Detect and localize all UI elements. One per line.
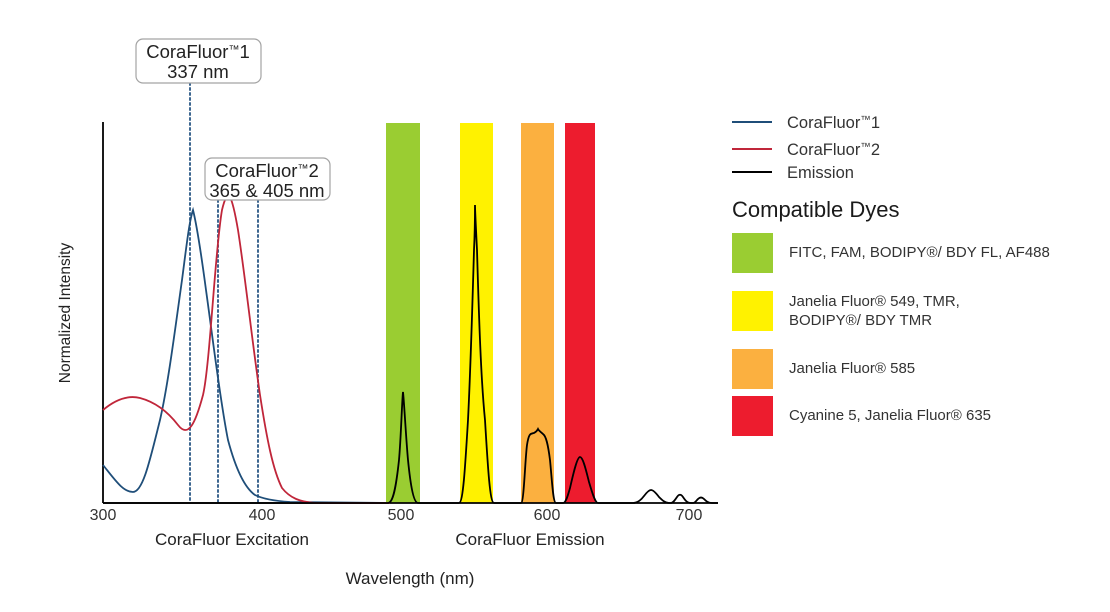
svg-text:400: 400	[249, 507, 276, 524]
svg-text:Janelia Fluor® 585: Janelia Fluor® 585	[789, 360, 915, 377]
svg-text:300: 300	[90, 507, 117, 524]
svg-text:Cyanine 5, Janelia Fluor® 635: Cyanine 5, Janelia Fluor® 635	[789, 407, 991, 424]
svg-text:CoraFluor Excitation: CoraFluor Excitation	[155, 530, 309, 549]
svg-text:Compatible Dyes: Compatible Dyes	[732, 197, 900, 222]
svg-text:Emission: Emission	[787, 164, 854, 182]
svg-text:CoraFluor™1: CoraFluor™1	[787, 114, 880, 132]
svg-text:Normalized Intensity: Normalized Intensity	[57, 243, 74, 384]
svg-text:700: 700	[676, 507, 703, 524]
svg-text:337 nm: 337 nm	[167, 61, 229, 82]
svg-text:CoraFluor Emission: CoraFluor Emission	[455, 530, 604, 549]
svg-text:600: 600	[534, 507, 561, 524]
svg-text:500: 500	[388, 507, 415, 524]
svg-text:CoraFluor™2: CoraFluor™2	[787, 141, 880, 159]
svg-text:FITC, FAM, BODIPY®/ BDY FL, AF: FITC, FAM, BODIPY®/ BDY FL, AF488	[789, 244, 1050, 261]
svg-text:Janelia Fluor® 549, TMR,: Janelia Fluor® 549, TMR,	[789, 293, 960, 310]
svg-text:BODIPY®/ BDY TMR: BODIPY®/ BDY TMR	[789, 312, 932, 329]
svg-text:365 & 405 nm: 365 & 405 nm	[209, 180, 324, 201]
svg-text:Wavelength (nm): Wavelength (nm)	[346, 569, 475, 588]
